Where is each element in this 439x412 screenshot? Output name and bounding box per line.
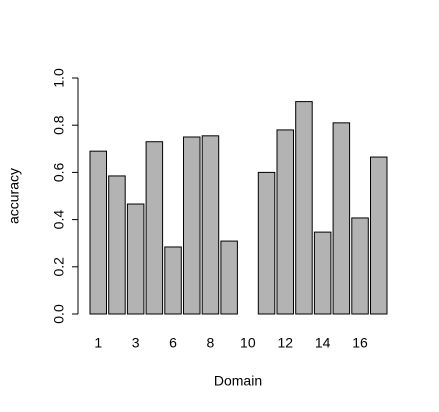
bar (201, 135, 220, 315)
x-tick-label: 14 (315, 335, 331, 351)
x-tick-label: 8 (207, 335, 215, 351)
bar (126, 203, 145, 315)
x-tick-label: 3 (132, 335, 140, 351)
bar (89, 150, 107, 315)
bar (108, 175, 126, 315)
y-tick-label: 0.4 (51, 210, 67, 230)
y-tick-label: 0.0 (51, 304, 67, 324)
x-tick-label: 1 (94, 335, 102, 351)
y-tick-label: 1.0 (51, 68, 67, 88)
y-tick-label: 0.6 (51, 162, 67, 182)
bar (183, 136, 201, 315)
y-tick-label: 0.8 (51, 115, 67, 135)
bar (370, 156, 388, 315)
x-tick-label: 6 (169, 335, 177, 351)
y-tick-label: 0.2 (51, 257, 67, 277)
bar (145, 141, 164, 315)
y-axis-label: accuracy (6, 168, 22, 224)
bar (295, 101, 313, 315)
x-axis-label: Domain (214, 373, 262, 389)
bar (332, 122, 351, 315)
x-tick-label: 16 (352, 335, 368, 351)
bar (313, 231, 332, 315)
bar (257, 171, 276, 315)
x-tick-label: 10 (240, 335, 256, 351)
bar (164, 246, 182, 315)
x-tick-label: 12 (277, 335, 293, 351)
bar (276, 129, 294, 315)
bar (351, 217, 369, 315)
bar (220, 240, 238, 315)
